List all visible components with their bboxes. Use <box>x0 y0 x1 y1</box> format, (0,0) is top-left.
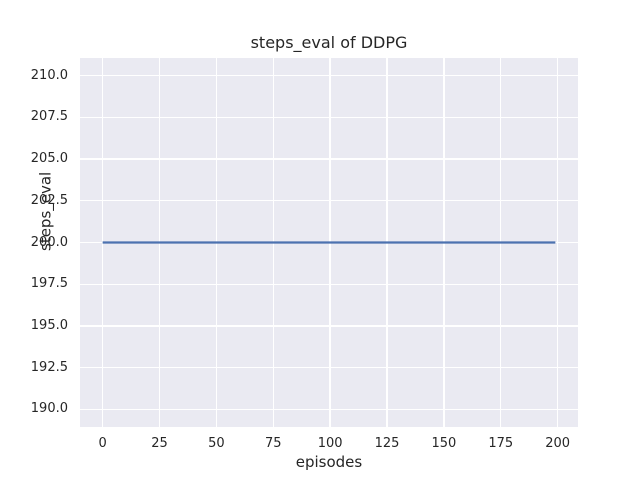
y-gridline <box>80 283 578 285</box>
x-axis-label: episodes <box>295 453 363 471</box>
x-tick-label: 50 <box>208 436 225 451</box>
x-tick-label: 75 <box>264 436 282 451</box>
y-gridline <box>80 367 578 369</box>
x-tick-label: 175 <box>488 436 514 451</box>
y-gridline <box>80 325 578 327</box>
x-tick-label: 150 <box>431 436 457 451</box>
y-tick-label: 197.5 <box>30 276 68 292</box>
y-tick-label: 205.0 <box>30 151 68 167</box>
y-tick-label: 202.5 <box>30 192 68 208</box>
chart-title: steps_eval of DDPG <box>250 33 408 52</box>
x-tick-label: 25 <box>151 436 168 451</box>
x-tick-label: 0 <box>98 436 107 451</box>
x-tick-label: 200 <box>545 436 571 451</box>
x-tick-label: 125 <box>374 436 400 451</box>
y-tick-label: 190.0 <box>30 401 68 417</box>
x-tick-label: 100 <box>317 436 343 451</box>
y-gridline <box>80 74 578 77</box>
y-gridline <box>80 116 578 118</box>
y-tick-label: 192.5 <box>30 359 68 375</box>
y-gridline <box>80 158 578 160</box>
y-tick-label: 195.0 <box>30 317 68 333</box>
y-gridline <box>80 200 578 202</box>
y-gridline <box>80 408 578 411</box>
line-series-layer <box>102 241 556 244</box>
plot-area <box>80 58 578 427</box>
y-tick-label: 200.0 <box>30 234 68 250</box>
y-tick-label: 207.5 <box>30 109 68 125</box>
y-tick-label: 210.0 <box>30 67 68 83</box>
